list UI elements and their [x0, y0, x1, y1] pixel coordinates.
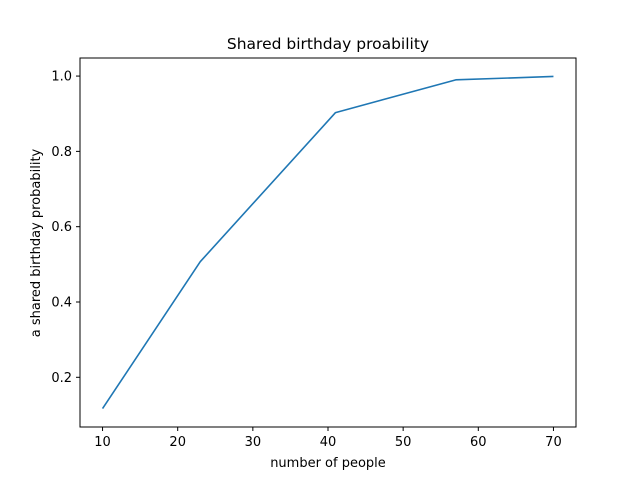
y-axis-label: a shared birthday probability	[29, 148, 44, 337]
plot-series-group	[101, 75, 554, 409]
series-line-0	[101, 75, 554, 409]
x-tick-label: 60	[470, 435, 487, 450]
x-tick-label: 20	[169, 435, 186, 450]
x-tick-label: 10	[94, 435, 111, 450]
x-tick-label: 70	[545, 435, 562, 450]
y-tick-label: 0.8	[51, 145, 72, 160]
chart-title: Shared birthday proability	[227, 35, 429, 53]
x-axis-label: number of people	[270, 456, 386, 471]
y-tick-label: 0.2	[51, 371, 72, 386]
plot-area-frame	[79, 57, 577, 428]
x-tick-label: 40	[320, 435, 337, 450]
x-tick-label: 50	[395, 435, 412, 450]
y-tick-label: 0.4	[51, 295, 72, 310]
y-tick-label: 1.0	[51, 70, 72, 85]
x-tick-label: 30	[245, 435, 262, 450]
y-axis-ticks: 0.2 0.4 0.6 0.8 1.0	[51, 70, 80, 386]
x-axis-ticks: 10 20 30 40 50 60 70	[94, 427, 562, 450]
y-tick-label: 0.6	[51, 220, 72, 235]
